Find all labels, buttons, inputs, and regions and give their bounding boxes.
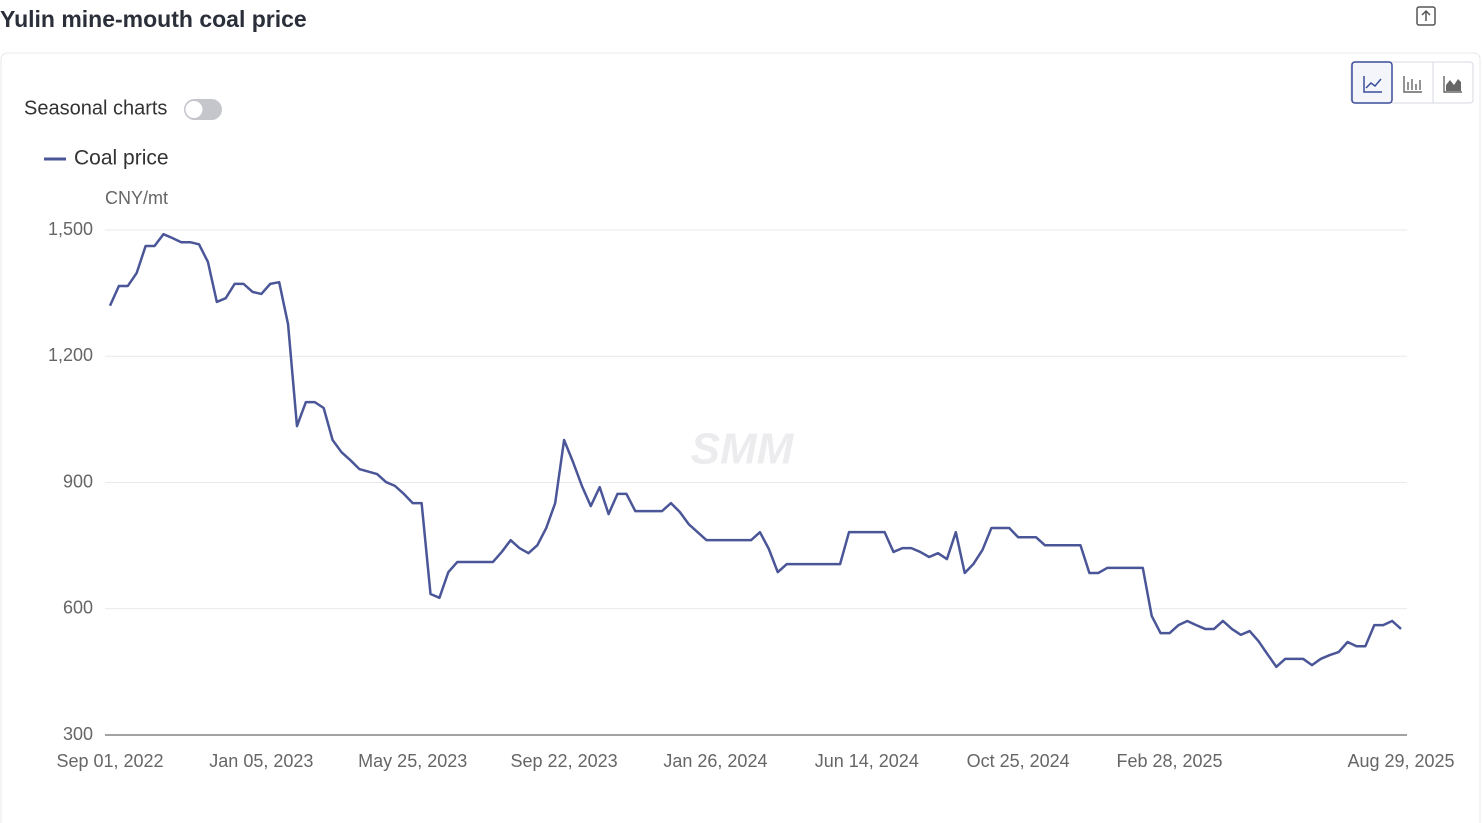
area-chart-button[interactable]: [1443, 76, 1462, 93]
x-tick-label: Jan 26, 2024: [663, 751, 767, 771]
y-axis-label: CNY/mt: [105, 188, 168, 208]
y-tick-label: 900: [63, 471, 93, 491]
y-tick-label: 300: [63, 724, 93, 744]
legend: Coal price: [44, 147, 169, 170]
chart-type-switch: [1350, 61, 1474, 104]
export-button[interactable]: [1416, 6, 1436, 26]
series-line: [108, 232, 1402, 669]
x-tick-label: Jan 05, 2023: [209, 751, 313, 771]
x-tick-label: Oct 25, 2024: [967, 751, 1070, 771]
line-chart-button[interactable]: [1351, 61, 1393, 104]
x-tick-label: May 25, 2023: [358, 751, 467, 771]
x-tick-label: Sep 01, 2022: [56, 751, 163, 771]
y-tick-label: 1,500: [48, 219, 93, 239]
y-tick-label: 1,200: [48, 345, 93, 365]
x-tick-label: Aug 29, 2025: [1347, 751, 1454, 771]
seasonal-toggle[interactable]: [184, 99, 222, 120]
y-tick-label: 600: [63, 598, 93, 618]
bar-chart-button[interactable]: [1403, 76, 1422, 93]
watermark: SMM: [691, 425, 795, 474]
legend-label: Coal price: [74, 147, 169, 170]
toggle-label: Seasonal charts: [24, 97, 167, 119]
x-tick-label: Feb 28, 2025: [1116, 751, 1222, 771]
chart-title: Yulin mine-mouth coal price: [0, 6, 307, 32]
x-tick-label: Sep 22, 2023: [511, 751, 618, 771]
panel: [0, 52, 1481, 823]
x-tick-label: Jun 14, 2024: [815, 751, 919, 771]
